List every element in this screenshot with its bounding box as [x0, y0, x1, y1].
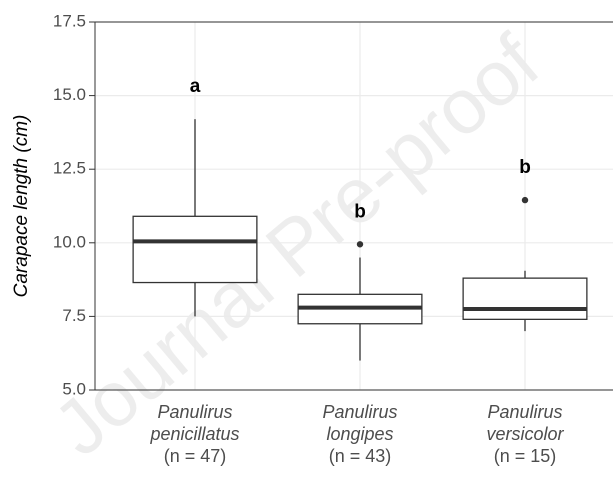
box — [462, 277, 588, 320]
annotation: b — [519, 157, 531, 178]
y-axis-label: Carapace length (cm) — [11, 115, 32, 298]
annotation: a — [190, 76, 201, 97]
outlier — [356, 241, 364, 248]
outlier — [521, 196, 529, 204]
box — [132, 215, 258, 284]
panel-border — [94, 21, 613, 391]
y-tick-label: 12.5 — [53, 159, 86, 178]
n-label: (n = 43) — [328, 446, 392, 466]
y-tick-label: 7.5 — [62, 306, 86, 325]
n-label: (n = 47) — [163, 446, 227, 466]
y-tick-label: 5.0 — [62, 379, 86, 398]
y-tick-label: 17.5 — [53, 11, 86, 30]
y-tick-label: 15.0 — [53, 85, 86, 104]
annotation: b — [354, 201, 366, 222]
n-label: (n = 15) — [493, 446, 557, 466]
x-tick-label: Panulirus penicillatus — [150, 402, 240, 444]
x-tick-label: Panulirus longipes — [322, 402, 398, 444]
x-tick-label: Panulirus versicolor — [486, 402, 564, 444]
y-tick-label: 10.0 — [53, 232, 86, 251]
